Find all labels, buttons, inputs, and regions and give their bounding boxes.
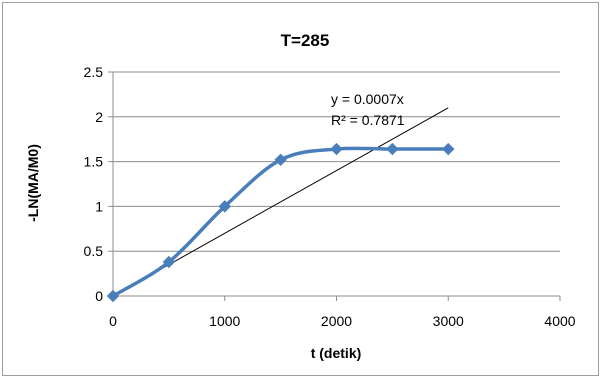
data-point (330, 142, 343, 156)
x-tick-label: 0 (109, 313, 117, 329)
data-point (162, 255, 176, 269)
y-axis-title: -LN(MA/M0) (25, 144, 41, 222)
data-point (442, 142, 455, 156)
x-axis-title: t (detik) (311, 345, 362, 361)
y-tick-label: 2 (95, 109, 103, 125)
y-tick-label: 1 (95, 198, 103, 214)
series-line (112, 146, 449, 298)
chart-frame (2, 2, 599, 376)
x-tick-label: 2000 (321, 313, 352, 329)
x-tick-label: 3000 (433, 313, 464, 329)
y-tick-label: 0 (95, 288, 103, 304)
trendline-r2: R² = 0.7871 (331, 112, 405, 128)
data-point (274, 153, 287, 167)
x-tick-label: 1000 (209, 313, 240, 329)
chart-title: T=285 (281, 31, 330, 50)
data-series (112, 146, 449, 298)
data-point (106, 289, 120, 303)
x-tick-label: 4000 (544, 313, 575, 329)
x-tick-labels: 0 1000 2000 3000 4000 (109, 313, 576, 329)
y-tick-label: 1.5 (84, 154, 104, 170)
data-markers (106, 142, 455, 303)
y-tick-label: 0.5 (84, 243, 104, 259)
trendline-equation: y = 0.0007x (331, 91, 404, 107)
data-point (386, 142, 399, 156)
axes (108, 71, 561, 301)
y-tick-label: 2.5 (84, 64, 104, 80)
y-tick-labels: 0 0.5 1 1.5 2 2.5 (84, 64, 104, 304)
data-point (218, 200, 231, 213)
gridlines (113, 71, 560, 252)
